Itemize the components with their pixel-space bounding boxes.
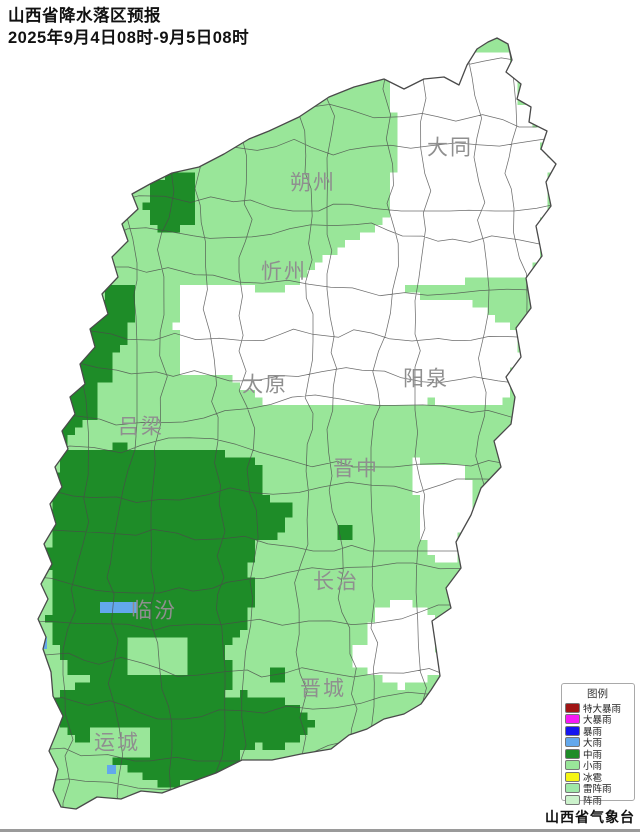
page-title: 山西省降水落区预报	[8, 7, 161, 25]
city-label: 临汾	[131, 600, 177, 623]
province-outline	[37, 37, 557, 810]
city-label: 运城	[94, 732, 140, 755]
legend-item: 冰雹	[565, 771, 634, 784]
heavy-rain-spot	[100, 602, 137, 613]
legend-item-label: 阵雨	[583, 795, 603, 807]
city-label: 晋城	[300, 678, 346, 701]
city-label: 太原	[242, 374, 288, 397]
legend-item-label: 特大暴雨	[583, 703, 622, 715]
legend-color-swatch	[565, 714, 580, 725]
legend-item: 中雨	[565, 748, 634, 761]
city-label: 长治	[313, 571, 359, 594]
moderate-rain-zone	[45, 172, 353, 788]
legend-item: 大雨	[565, 737, 634, 749]
legend-items: 特大暴雨 大暴雨 暴雨 大雨 中雨 小雨 冰雹 雷阵雨 阵雨	[565, 702, 634, 807]
header: 山西省降水落区预报 2025年9月4日08时-9月5日08时	[8, 5, 249, 49]
city-label: 大同	[427, 137, 473, 160]
legend-item-label: 大雨	[583, 738, 603, 750]
city-label: 晋中	[333, 458, 379, 481]
legend-color-swatch	[565, 725, 580, 736]
bottom-border	[0, 829, 640, 832]
legend-item-label: 小雨	[583, 761, 603, 773]
legend-color-swatch	[565, 771, 580, 782]
legend-title: 图例	[587, 688, 608, 700]
legend-item: 小雨	[565, 760, 634, 772]
legend-item: 雷阵雨	[565, 783, 634, 795]
legend-color-swatch	[565, 794, 580, 805]
legend-color-swatch	[565, 760, 580, 771]
legend-item: 大暴雨	[565, 714, 634, 726]
city-label: 阳泉	[403, 368, 449, 391]
legend-color-swatch	[565, 783, 580, 794]
legend-color-swatch	[565, 748, 580, 759]
city-label: 忻州	[261, 261, 307, 284]
legend-item-label: 暴雨	[583, 726, 603, 738]
heavy-rain-spot	[107, 765, 116, 774]
legend-item-label: 雷阵雨	[583, 784, 612, 796]
source-credit: 山西省气象台	[545, 809, 635, 825]
legend-color-swatch	[565, 702, 580, 713]
city-label: 朔州	[290, 172, 336, 195]
legend-item-label: 中雨	[583, 749, 603, 761]
no-rain-zone	[172, 52, 555, 690]
city-label: 吕梁	[118, 416, 164, 439]
legend-item: 特大暴雨	[565, 702, 634, 715]
legend-item: 暴雨	[565, 725, 634, 738]
map-legend: 图例 特大暴雨 大暴雨 暴雨 大雨 中雨 小雨 冰雹 雷阵雨 阵雨	[561, 683, 635, 807]
legend-item-label: 冰雹	[583, 772, 603, 784]
legend-color-swatch	[565, 737, 580, 748]
legend-item: 阵雨	[565, 794, 634, 807]
legend-item-label: 大暴雨	[583, 715, 612, 727]
page-subtitle: 2025年9月4日08时-9月5日08时	[8, 29, 250, 47]
